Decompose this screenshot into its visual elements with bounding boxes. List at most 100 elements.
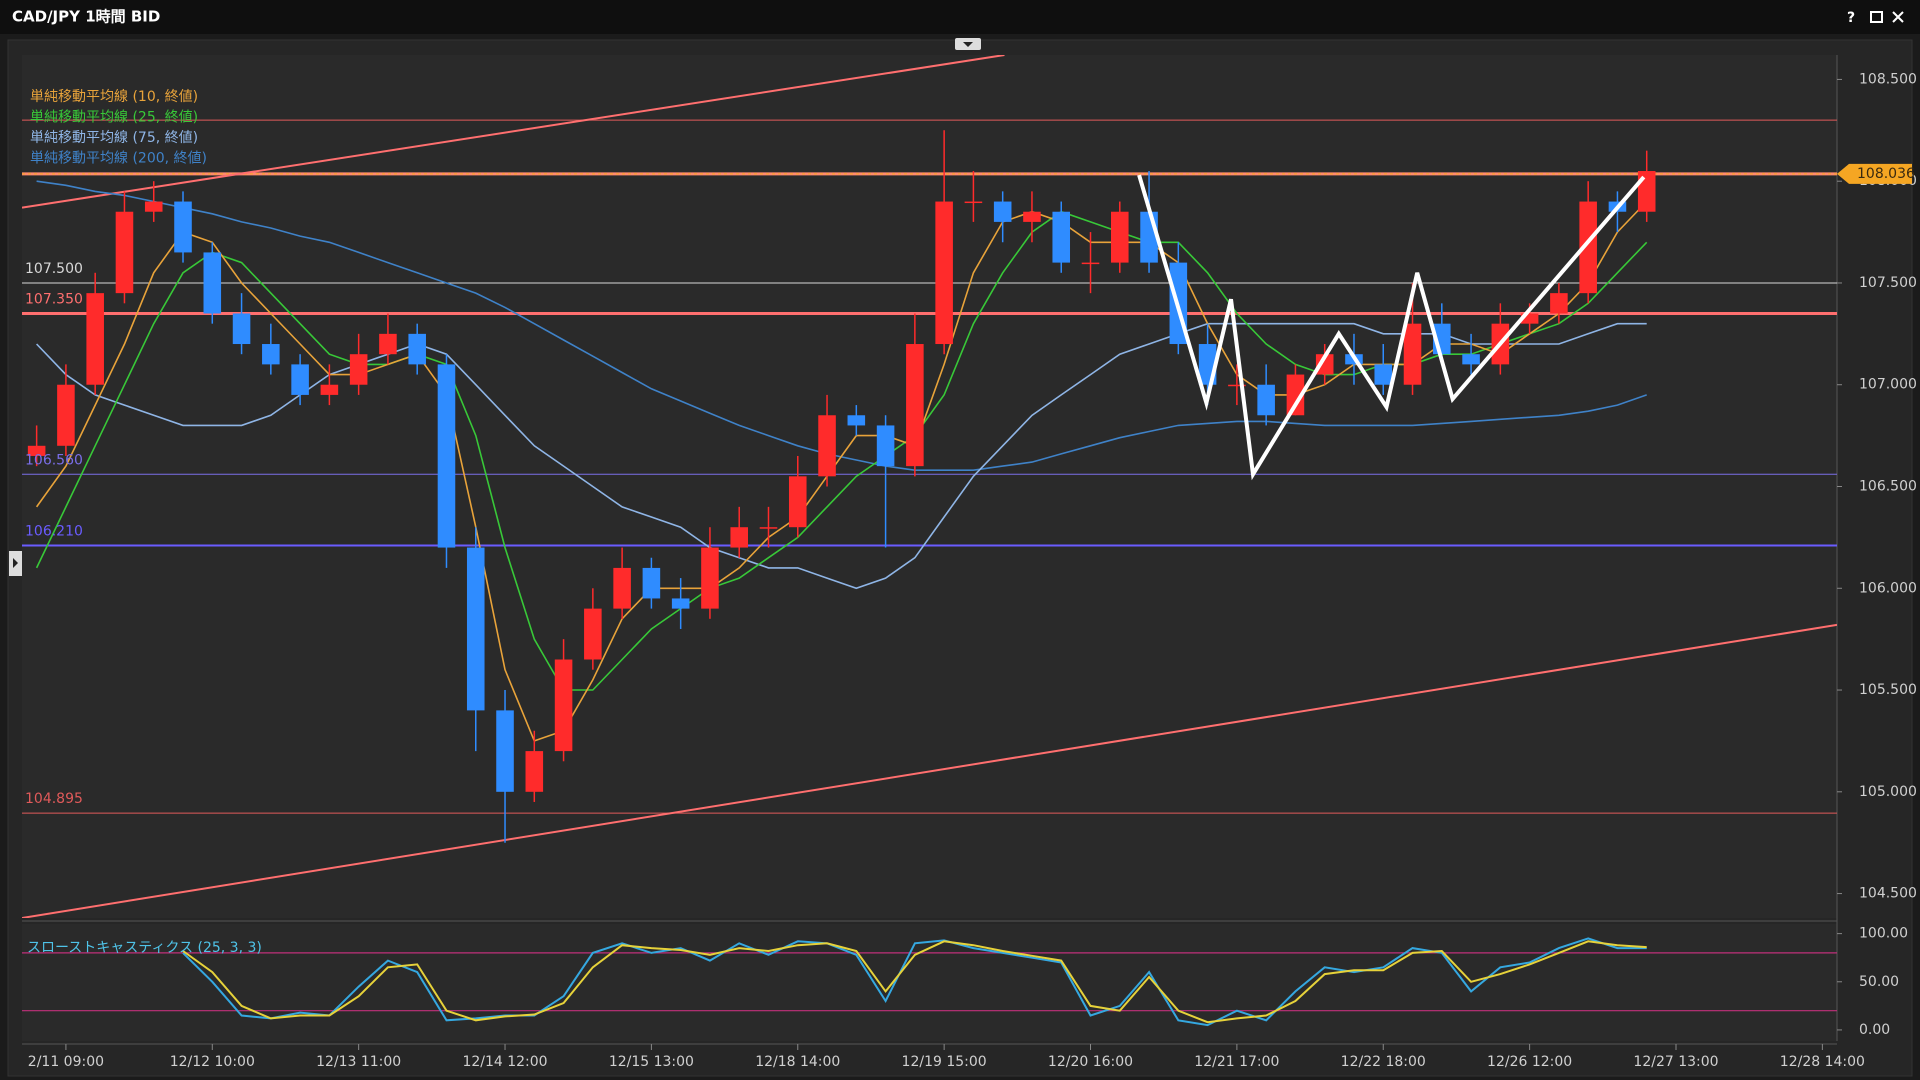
y-tick-label: 108.500 (1859, 71, 1917, 87)
candle-body (1550, 293, 1568, 314)
candle-body (1111, 211, 1129, 263)
candle-body (788, 476, 807, 528)
candle-body (27, 445, 46, 456)
indicator-y-tick-label: 100.00 (1859, 926, 1908, 942)
y-tick-label: 107.000 (1859, 377, 1917, 393)
current-price-tag (1837, 163, 1912, 184)
candle-body (1374, 364, 1393, 385)
x-tick-label: 12/28 14:00 (1780, 1054, 1865, 1070)
legend-entry: 単純移動平均線 (25, 終値) (30, 110, 198, 126)
candle-body (935, 201, 953, 345)
x-tick-label: 12/13 11:00 (316, 1054, 401, 1070)
indicator-plot (22, 937, 1837, 1027)
collapse-icon (963, 42, 973, 47)
candle-body (1579, 201, 1597, 294)
candle-body (1637, 171, 1656, 212)
trend-line (22, 55, 1005, 209)
x-tick-label: 12/26 12:00 (1487, 1054, 1572, 1070)
candle-body (1315, 354, 1334, 375)
candle-body (759, 527, 778, 529)
candle-body (496, 710, 514, 792)
close-button[interactable] (1892, 11, 1904, 23)
candle-body (1052, 211, 1071, 263)
indicator-y-tick-label: 0.00 (1859, 1022, 1890, 1038)
candle-body (584, 608, 602, 660)
candle-body (525, 751, 544, 792)
candle-body (876, 425, 895, 467)
candle-body (144, 201, 163, 212)
candle-body (701, 547, 719, 609)
x-tick-label: 12/12 10:00 (170, 1054, 255, 1070)
y-tick-label: 105.500 (1859, 682, 1917, 698)
x-tick-label: 12/19 15:00 (902, 1054, 987, 1070)
candle-body (1462, 354, 1480, 365)
y-tick-label: 106.500 (1859, 479, 1917, 495)
candle-body (1081, 262, 1100, 265)
indicator-y-tick-label: 50.00 (1859, 974, 1899, 990)
candle-body (437, 364, 456, 548)
drawn-annotation (1137, 174, 1646, 481)
candle-body (86, 293, 104, 385)
candle-body (964, 201, 983, 204)
x-tick-label: 12/14 12:00 (462, 1054, 547, 1070)
maximize-button[interactable] (1870, 11, 1883, 23)
candle-body (1403, 323, 1422, 385)
help-button[interactable]: ? (1847, 10, 1855, 26)
candle-body (993, 201, 1012, 222)
candle-body (847, 415, 866, 426)
x-tick-label: 12/27 13:00 (1633, 1054, 1718, 1070)
overlay: 104.500 105.000 105.500 106.000 106.500 107.0… (25, 71, 1917, 1070)
x-tick-label: 2/11 09:00 (28, 1054, 104, 1070)
candle-body (291, 364, 309, 395)
candle-body (57, 384, 75, 446)
candle-body (115, 211, 134, 294)
legend-entry: 単純移動平均線 (200, 終値) (30, 151, 207, 167)
candle-body (320, 384, 339, 395)
candle-body (262, 344, 280, 365)
candle-body (554, 659, 573, 752)
level-label: 107.500 (25, 261, 83, 277)
level-label: 104.895 (25, 791, 83, 807)
candle-body (1257, 384, 1275, 416)
candle-body (730, 527, 748, 548)
candle-body (671, 598, 690, 609)
candle-body (642, 567, 661, 599)
candle-body (408, 333, 426, 365)
price-panel (22, 55, 1837, 918)
level-label: 107.350 (25, 291, 83, 307)
candle-body (906, 344, 924, 467)
indicator-title: スローストキャスティクス (25, 3, 3) (27, 940, 262, 956)
current-price-label: 108.036 (1857, 166, 1915, 182)
title-bar (0, 0, 1920, 34)
candle-body (818, 415, 836, 477)
legend-entry: 単純移動平均線 (75, 終値) (30, 130, 198, 146)
candle-body (1140, 211, 1158, 263)
x-tick-label: 12/15 13:00 (609, 1054, 694, 1070)
side-toggle-icon (13, 558, 18, 568)
x-tick-label: 12/20 16:00 (1048, 1054, 1133, 1070)
candle-body (1228, 384, 1246, 387)
candle-body (174, 201, 192, 253)
indicator-line (182, 940, 1647, 1024)
indicator-line (182, 937, 1647, 1027)
candle-body (1286, 374, 1305, 416)
trend-line (22, 623, 1837, 918)
y-tick-label: 105.000 (1859, 784, 1917, 800)
indicator-panel (22, 924, 1837, 1041)
level-label: 106.560 (25, 452, 83, 468)
candle-body (613, 567, 631, 609)
candle-body (379, 333, 397, 355)
x-tick-label: 12/18 14:00 (755, 1054, 840, 1070)
level-label: 106.210 (25, 524, 83, 540)
x-tick-label: 12/21 17:00 (1194, 1054, 1279, 1070)
candle-body (466, 547, 485, 711)
y-tick-label: 104.500 (1859, 886, 1917, 902)
candle-body (232, 313, 251, 345)
price-plot (22, 55, 1837, 918)
legend-entry: 単純移動平均線 (10, 終値) (30, 89, 198, 105)
y-tick-label: 106.000 (1859, 580, 1917, 596)
candle-body (1520, 313, 1539, 324)
candle-body (203, 252, 222, 314)
